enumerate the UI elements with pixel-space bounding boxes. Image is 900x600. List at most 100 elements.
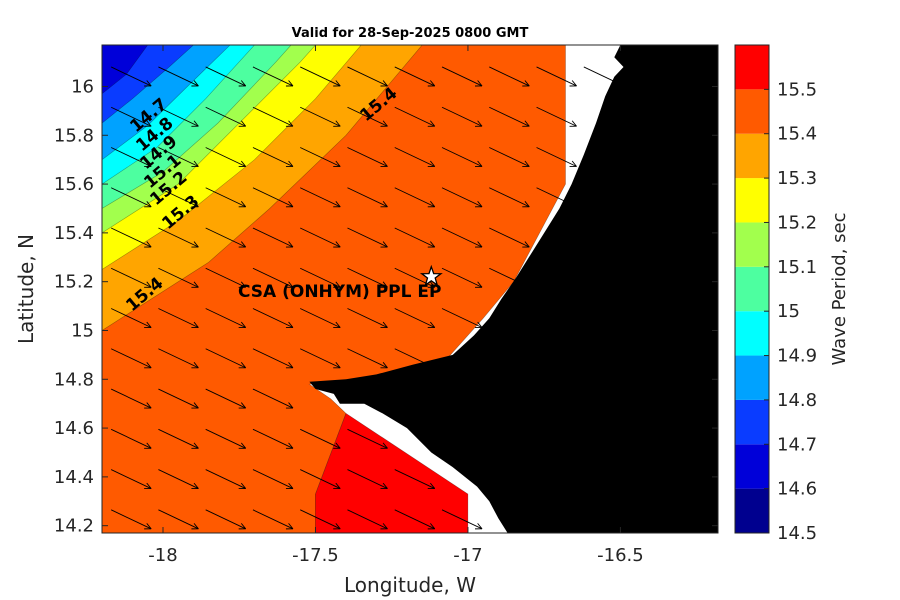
wave-arrow <box>394 469 436 490</box>
y-tick-label: 15.4 <box>54 223 94 244</box>
wave-arrow <box>252 428 294 449</box>
wave-arrow <box>394 106 436 127</box>
plot-frame <box>101 44 719 534</box>
colorbar-label: Wave Period, sec <box>829 212 850 365</box>
x-axis: -18 -17.5 -17 -16.5 <box>148 45 644 566</box>
wave-arrow <box>110 106 152 127</box>
wave-arrow <box>110 428 152 449</box>
colorbar-swatch <box>735 399 769 445</box>
wave-arrow <box>300 308 341 329</box>
wave-arrow <box>347 227 388 248</box>
wave-arrow <box>347 147 388 167</box>
y-tick-label: 14.6 <box>54 418 94 439</box>
colorbar-tick-label: 15 <box>777 301 800 322</box>
wave-arrow <box>205 227 247 248</box>
colorbar-tick-label: 14.8 <box>777 390 817 411</box>
wave-arrow <box>441 308 483 329</box>
wave-arrow <box>158 66 199 87</box>
colorbar-tick-label: 14.5 <box>777 523 817 544</box>
x-tick-label: -17 <box>453 545 482 566</box>
wave-arrow <box>110 348 152 369</box>
wave-arrow <box>110 267 152 288</box>
wave-arrow <box>347 106 388 127</box>
wave-arrow <box>347 469 388 490</box>
colorbar-swatch <box>735 178 769 223</box>
wave-arrow <box>441 227 483 248</box>
colorbar: 14.5 14.6 14.7 14.8 14.9 15 15.1 15.2 15.3 15.4 15… <box>734 44 817 544</box>
colorbar-swatch <box>735 89 769 134</box>
colorbar-swatch <box>735 45 769 90</box>
y-tick-label: 15 <box>71 320 94 341</box>
x-tick-label: -16.5 <box>597 545 644 566</box>
colorbar-swatch <box>735 133 769 179</box>
wave-arrow <box>300 348 341 369</box>
wave-arrow <box>252 267 294 288</box>
colorbar-frame <box>734 44 770 534</box>
colorbar-swatch <box>735 266 769 312</box>
colorbar-tick-label: 14.9 <box>777 346 817 367</box>
wave-arrow <box>300 267 341 288</box>
wave-arrow <box>158 469 199 490</box>
wave-arrow <box>110 308 152 329</box>
wave-arrow <box>394 187 436 208</box>
wave-arrow <box>347 428 388 449</box>
wave-arrow <box>394 227 436 248</box>
wave-arrow <box>252 348 294 369</box>
y-tick-label: 14.8 <box>54 369 94 390</box>
station-star-icon <box>419 264 443 287</box>
y-tick-label: 15.8 <box>54 125 94 146</box>
wave-arrow <box>158 267 199 288</box>
wave-arrow <box>205 147 247 167</box>
period-band-15-5 <box>315 412 469 533</box>
wave-arrow <box>252 147 294 167</box>
wave-arrow <box>394 308 436 329</box>
wave-arrow <box>489 267 530 288</box>
wave-arrow <box>110 509 152 530</box>
wave-arrow <box>300 66 341 87</box>
wave-arrow <box>536 187 577 208</box>
wave-arrow <box>252 187 294 208</box>
wave-arrow <box>347 308 388 329</box>
wave-direction-arrows <box>110 66 625 530</box>
land-mask <box>309 45 718 533</box>
station-label: CSA (ONHYM) PPL EP <box>238 282 441 302</box>
wave-arrow <box>536 66 577 87</box>
colorbar-swatch <box>735 311 769 356</box>
wave-arrow <box>252 388 294 409</box>
wave-arrow <box>441 66 483 87</box>
y-tick-label: 15.2 <box>54 272 94 293</box>
colorbar-tick-label: 15.4 <box>777 124 817 145</box>
wave-arrow <box>347 267 388 288</box>
colorbar-swatch <box>735 444 769 489</box>
wave-arrow <box>300 106 341 127</box>
wave-arrow <box>158 388 199 409</box>
wave-arrow <box>110 187 152 208</box>
y-tick-label: 15.6 <box>54 174 94 195</box>
wave-arrow <box>300 428 341 449</box>
wave-arrow <box>441 267 483 288</box>
x-tick-label: -18 <box>148 545 177 566</box>
wave-arrow <box>583 66 625 87</box>
wave-arrow <box>158 348 199 369</box>
wave-arrow <box>394 147 436 167</box>
wave-arrow <box>252 509 294 530</box>
wave-arrow <box>158 187 199 208</box>
wave-arrow <box>300 187 341 208</box>
colorbar-tick-label: 15.1 <box>777 257 817 278</box>
y-axis: 14.2 14.4 14.6 14.8 15 15.2 15.4 15.6 15.8 16 <box>54 76 718 537</box>
wave-arrow <box>110 66 152 87</box>
wave-arrow <box>489 187 530 208</box>
wave-arrow <box>205 428 247 449</box>
y-axis-label: Latitude, N <box>14 234 38 344</box>
station-marker-group: CSA (ONHYM) PPL EP <box>238 264 443 302</box>
wave-arrow <box>205 267 247 288</box>
wave-arrow <box>347 66 388 87</box>
wave-arrow <box>205 348 247 369</box>
wave-arrow <box>252 469 294 490</box>
wave-arrow <box>158 509 199 530</box>
wave-arrow <box>394 267 436 288</box>
wave-arrow <box>489 147 530 167</box>
period-band-14-6 <box>102 45 149 95</box>
wave-arrow <box>489 106 530 127</box>
